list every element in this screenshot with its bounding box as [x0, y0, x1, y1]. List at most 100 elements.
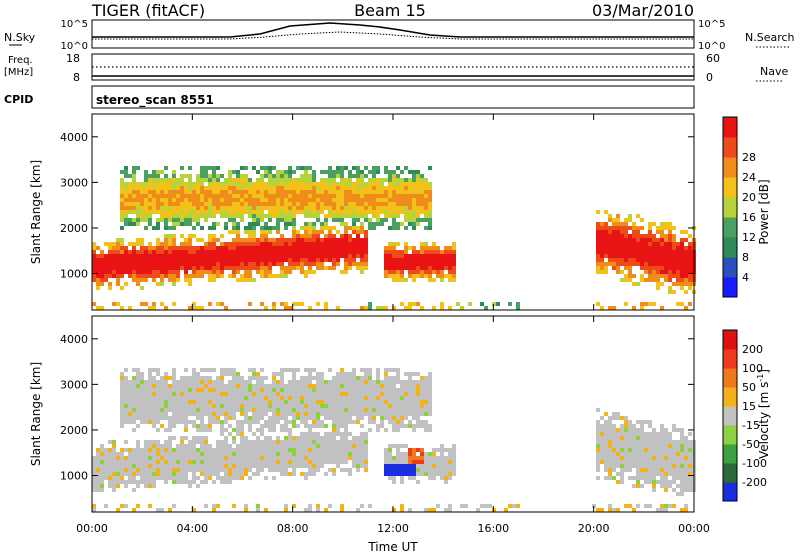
velocity-cell — [268, 428, 272, 432]
velocity-cell — [628, 436, 632, 440]
power-cell — [248, 198, 252, 202]
power-cell — [668, 274, 672, 278]
velocity-cell — [404, 460, 408, 464]
velocity-cell — [240, 392, 244, 396]
power-cell — [616, 226, 620, 230]
power-cell — [404, 182, 408, 186]
power-cell — [224, 202, 228, 206]
power-cell — [624, 222, 628, 226]
velocity-cell — [652, 452, 656, 456]
power-cell — [640, 262, 644, 266]
velocity-cell — [388, 452, 392, 456]
power-cell — [412, 182, 416, 186]
velocity-cell — [364, 456, 368, 460]
power-cell — [144, 190, 148, 194]
power-cell — [412, 174, 416, 178]
power-cell — [660, 246, 664, 250]
velocity-cell — [408, 388, 412, 392]
velocity-cell — [248, 392, 252, 396]
power-cell — [388, 194, 392, 198]
power-cell — [308, 238, 312, 242]
velocity-cell — [244, 448, 248, 452]
velocity-cell — [352, 384, 356, 388]
power-cell — [660, 242, 664, 246]
velocity-cell — [392, 480, 396, 484]
velocity-cell — [308, 424, 312, 428]
velocity-cell — [104, 468, 108, 472]
velocity-cell — [192, 436, 196, 440]
velocity-cell — [92, 460, 96, 464]
power-cell — [172, 210, 176, 214]
power-cell — [356, 206, 360, 210]
velocity-cell — [388, 388, 392, 392]
power-cell — [136, 166, 140, 170]
velocity-cell — [624, 432, 628, 436]
velocity-cell — [124, 376, 128, 380]
velocity-cell — [224, 436, 228, 440]
power-cell — [260, 274, 264, 278]
power-cell — [628, 278, 632, 282]
velocity-cell — [332, 432, 336, 436]
velocity-cell — [272, 380, 276, 384]
velocity-cell — [364, 460, 368, 464]
velocity-cell — [316, 464, 320, 468]
velocity-cell — [236, 476, 240, 480]
velocity-cell — [120, 380, 124, 384]
velocity-cell — [408, 448, 412, 452]
power-cell — [400, 222, 404, 226]
power-cell — [248, 250, 252, 254]
velocity-cell — [596, 468, 600, 472]
velocity-cell — [448, 472, 452, 476]
velocity-cell — [104, 504, 108, 508]
power-cell — [256, 270, 260, 274]
power-cell — [208, 302, 212, 306]
power-cell — [632, 258, 636, 262]
velocity-cell — [104, 476, 108, 480]
velocity-cell — [140, 476, 144, 480]
power-cell — [120, 210, 124, 214]
power-cell — [400, 262, 404, 266]
power-cell — [612, 230, 616, 234]
power-cell — [248, 210, 252, 214]
velocity-cell — [324, 396, 328, 400]
velocity-cell — [392, 412, 396, 416]
power-cell — [652, 262, 656, 266]
velocity-cell — [308, 412, 312, 416]
colorbar-tick-label: 15 — [742, 400, 756, 413]
power-cell — [240, 174, 244, 178]
velocity-cell — [604, 444, 608, 448]
velocity-cell — [224, 460, 228, 464]
velocity-cell — [120, 460, 124, 464]
velocity-cell — [152, 368, 156, 372]
power-cell — [272, 206, 276, 210]
power-cell — [172, 234, 176, 238]
velocity-cell — [260, 424, 264, 428]
power-cell — [248, 190, 252, 194]
velocity-cell — [348, 412, 352, 416]
power-cell — [304, 258, 308, 262]
velocity-cell — [404, 400, 408, 404]
power-cell — [204, 170, 208, 174]
velocity-cell — [340, 420, 344, 424]
velocity-cell — [100, 468, 104, 472]
power-cell — [648, 278, 652, 282]
velocity-cell — [428, 376, 432, 380]
velocity-cell — [284, 408, 288, 412]
power-cell — [440, 258, 444, 262]
velocity-cell — [188, 380, 192, 384]
velocity-cell — [240, 456, 244, 460]
power-cell — [320, 250, 324, 254]
velocity-cell — [164, 372, 168, 376]
velocity-cell — [432, 464, 436, 468]
power-cell — [152, 266, 156, 270]
velocity-cell — [284, 448, 288, 452]
velocity-cell — [604, 452, 608, 456]
velocity-cell — [268, 388, 272, 392]
velocity-cell — [440, 448, 444, 452]
power-cell — [220, 242, 224, 246]
velocity-cell — [340, 424, 344, 428]
velocity-cell — [208, 472, 212, 476]
power-cell — [132, 270, 136, 274]
power-cell — [308, 270, 312, 274]
power-cell — [236, 254, 240, 258]
